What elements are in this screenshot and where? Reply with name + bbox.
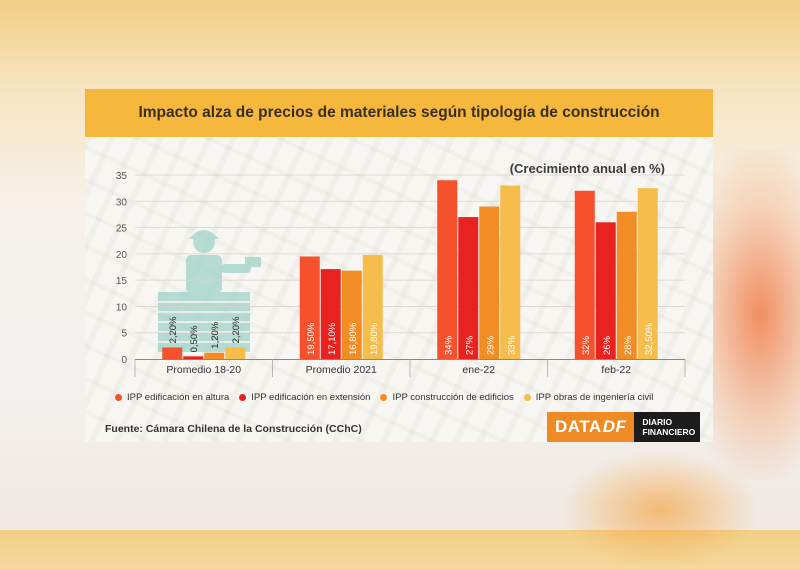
x-tick-label: feb-22 [601,364,631,376]
bar-3-feb-22 [616,211,637,359]
chart-title: Impacto alza de precios de materiales se… [85,89,713,137]
logo-diario-financiero: DIARIO FINANCIERO [634,412,701,442]
bar-1-ene-22 [437,180,458,359]
y-tick-label: 5 [121,329,127,340]
legend-dot [239,393,247,401]
bar-1-Promedio-2021 [299,256,320,359]
logo-financiero-word: FINANCIERO [642,427,696,437]
y-tick-label: 25 [116,224,128,235]
worker-illustration [158,230,261,352]
bar-3-Promedio-18-20 [204,352,225,359]
data-label: 2,20% [168,316,179,343]
data-label: 26% [602,335,613,355]
bar-2-ene-22 [458,217,479,359]
logo-data-word: DATA [555,417,602,436]
bar-4-Promedio-2021 [362,254,383,359]
bar-4-ene-22 [500,185,521,359]
data-label: 0,50% [189,325,200,352]
legend-item-altura: IPP edificación en altura [115,392,229,403]
bar-4-Promedio-18-20 [225,347,246,359]
y-tick-label: 10 [116,302,128,313]
legend-label: IPP construcción de edificios [392,391,514,403]
bar-1-Promedio-18-20 [162,347,183,359]
data-label: 1,20% [210,321,221,348]
worker-arm [221,264,251,273]
data-label: 17,10% [327,322,338,355]
legend-item-edificios: IPP construcción de edificios [380,391,514,403]
legend-label: IPP edificación en altura [127,391,230,403]
source-note: Fuente: Cámara Chilena de la Construcció… [105,423,362,435]
bar-1-feb-22 [574,190,595,359]
x-tick-label: ene-22 [462,364,495,376]
data-label: 32% [581,335,592,355]
legend-label: IPP obras de ingeniería civil [535,391,654,403]
bar-chart: 0 5 10 15 20 25 30 35 2,20% 0,50% 1,20% 2,20% 19,50… [116,171,686,377]
bar-4-feb-22 [637,188,658,359]
legend-label: IPP edificación en extensión [251,391,371,403]
brick-lines [158,301,250,343]
background-glow-bottom [560,450,760,570]
data-label: 19,50% [306,322,317,355]
unit-label: (Crecimiento anual en %) [509,161,665,176]
data-label: 32,50% [644,322,655,355]
y-tick-label: 15 [116,276,128,287]
bar-2-Promedio-18-20 [183,356,204,359]
legend-dot [115,393,122,401]
bars: 2,20% 0,50% 1,20% 2,20% 19,50% 17,10% 16,80% 19… [162,180,658,359]
y-tick-label: 20 [116,250,128,261]
logo-df-word: DF [602,417,627,436]
data-label: 16,80% [348,322,359,355]
data-label: 34% [443,335,454,355]
legend-dot [523,393,531,401]
logo-data-text: DATA DF [547,412,635,442]
data-label: 29% [485,335,496,355]
brick-in-hand [245,257,261,267]
worker-body [186,255,222,293]
y-tick-label: 30 [116,197,128,208]
data-label: 2,20% [231,316,242,343]
bar-2-feb-22 [595,222,616,359]
datadf-logo: DATA DF DIARIO FINANCIERO [547,412,701,442]
hard-hat [189,230,219,239]
data-label: 28% [623,335,634,355]
data-label: 19,80% [369,322,380,355]
y-axis: 0 5 10 15 20 25 30 35 [116,171,128,366]
bar-3-ene-22 [479,206,500,359]
legend-dot [380,393,388,401]
legend: IPP edificación en altura IPP edificació… [115,389,705,405]
logo-diario-word: DIARIO [642,417,673,427]
legend-item-ingenieria: IPP obras de ingeniería civil [523,391,654,403]
x-tick-label: Promedio 2021 [306,364,377,376]
x-axis: Promedio 18-20 Promedio 2021 ene-22 feb-22 [134,359,686,377]
x-tick-label: Promedio 18-20 [166,364,241,376]
bar-2-Promedio-2021 [320,269,341,359]
y-tick-label: 0 [121,355,127,366]
infographic-card: Impacto alza de precios de materiales se… [85,89,713,442]
legend-item-extension: IPP edificación en extensión [239,392,370,403]
bar-3-Promedio-2021 [341,270,362,359]
y-tick-label: 35 [116,171,128,182]
data-label: 33% [506,335,517,355]
data-label: 27% [464,335,475,355]
